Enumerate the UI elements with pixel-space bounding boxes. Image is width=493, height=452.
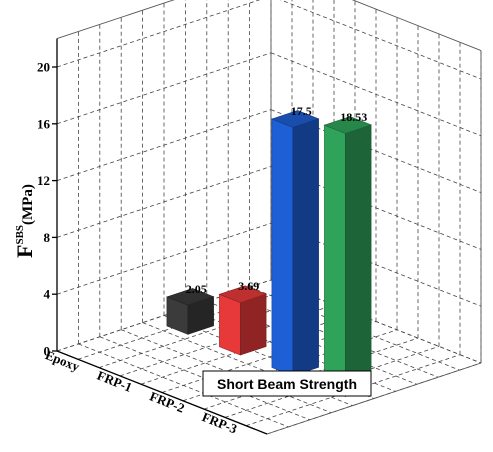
- bar-front-face: [324, 124, 346, 397]
- bar-top-face: [271, 110, 320, 128]
- bar-side-face: [292, 118, 319, 377]
- frame-edge: [266, 362, 482, 435]
- y-tick-label: 0: [44, 344, 51, 359]
- x-tick-label: FRP-2: [148, 388, 187, 415]
- bar-side-face: [240, 293, 267, 356]
- legend: Short Beam Strength: [202, 370, 372, 397]
- bar-front-face: [219, 293, 241, 356]
- bar-frp-1: [218, 285, 267, 356]
- frame-edge: [351, 0, 482, 52]
- data-label: 2.05: [186, 282, 207, 296]
- bars-layer: [166, 110, 372, 397]
- legend-text: Short Beam Strength: [217, 376, 357, 392]
- y-tick-label: 12: [37, 173, 50, 188]
- y-axis-label-main: F: [12, 245, 37, 258]
- data-label: 3.69: [238, 279, 259, 293]
- bar-front-face: [271, 118, 294, 377]
- data-label: 18.53: [340, 110, 367, 124]
- bar-epoxy: [166, 288, 215, 335]
- legend-box: [202, 370, 372, 397]
- grid-layer: [56, 0, 482, 435]
- y-tick-label: 4: [44, 287, 51, 302]
- bar-top-face: [323, 116, 372, 134]
- y-axis-label-superscript: SBS: [14, 225, 26, 245]
- x-axis-line: [56, 350, 268, 435]
- bar-side-face: [345, 124, 372, 397]
- y-tick-label: 16: [37, 116, 51, 131]
- bar-top-face: [218, 285, 267, 303]
- bar-frp-3: [323, 116, 372, 397]
- y-axis-label-unit: (MPa): [20, 184, 36, 225]
- floor-grid-line: [142, 322, 353, 406]
- x-tick-label: FRP-1: [95, 368, 134, 395]
- y-tick-label: 20: [37, 60, 50, 75]
- floor-grid-line: [78, 343, 289, 428]
- axes-layer: 0 4 8 12 16 20: [37, 38, 268, 435]
- x-tick-label: FRP-3: [200, 409, 240, 436]
- bar-top-face: [166, 288, 215, 306]
- y-tick-label: 8: [44, 230, 51, 245]
- bar-frp-2: [271, 110, 320, 377]
- data-label: 17.5: [291, 104, 312, 118]
- x-tick-label: Epoxy: [43, 347, 82, 374]
- frame-edge: [56, 0, 175, 40]
- y-axis-label: FSBS(MPa): [12, 184, 37, 258]
